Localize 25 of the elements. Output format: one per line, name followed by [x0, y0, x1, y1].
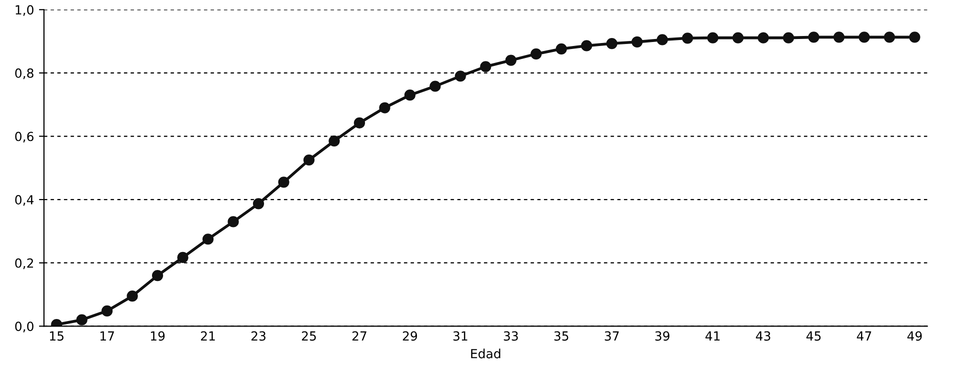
x-tick-label: 45	[806, 331, 821, 341]
x-tick-label: 23	[251, 331, 266, 341]
y-tick-label: 0,8	[15, 68, 34, 80]
x-tick-label: 35	[554, 331, 568, 341]
x-tick-label: 15	[50, 331, 64, 341]
x-tick-label: 41	[705, 331, 720, 341]
x-tick-label: 33	[504, 331, 518, 341]
x-tick-label: 43	[756, 331, 770, 341]
x-tick-label: 39	[655, 331, 670, 341]
x-tick-label: 25	[302, 331, 316, 341]
x-tick-label: 47	[856, 331, 872, 341]
x-tick-label: 21	[200, 331, 215, 341]
y-tick-label: 0,6	[15, 132, 34, 142]
y-tick-label: 0,0	[15, 322, 34, 332]
x-tick-label: 29	[402, 331, 418, 341]
y-tick-label: 0,2	[15, 258, 33, 270]
x-tick-label: 27	[352, 331, 366, 341]
x-axis-title: Edad	[471, 348, 500, 358]
y-tick-label: 0,4	[15, 195, 34, 206]
x-tick-label: 17	[100, 331, 114, 341]
x-tick-label: 49	[907, 331, 922, 341]
x-tick-label: 37	[604, 331, 619, 341]
x-tick-label: 19	[150, 331, 165, 341]
y-tick-label: 1,0	[16, 5, 34, 16]
x-tick-label: 31	[453, 331, 468, 341]
